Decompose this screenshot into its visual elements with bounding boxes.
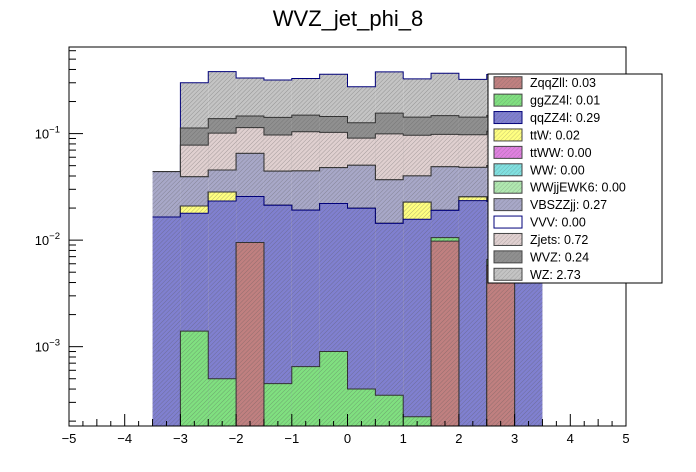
legend-swatch-hatch <box>494 128 522 141</box>
x-tick-label: −1 <box>284 431 299 446</box>
bar-hatch-ZqqZll-10 <box>431 241 459 426</box>
bar-hatch-ggZZ4l-6 <box>319 351 348 426</box>
outline-WZ <box>152 71 543 173</box>
bar-hatch-ggZZ4l-7 <box>347 389 376 426</box>
x-tick-label: 2 <box>455 431 462 446</box>
x-tick-label: 0 <box>344 431 351 446</box>
legend-swatch-hatch <box>494 268 522 281</box>
bar-hatch-qqZZ4l-0 <box>152 216 181 426</box>
legend-item-ggZZ4l: ggZZ4l: 0.01 <box>493 93 600 108</box>
legend: ZqqZll: 0.03 ggZZ4l: 0.01 qqZZ4l: 0.29 ttW:… <box>487 73 663 284</box>
outline-WVZ <box>152 112 543 173</box>
y-axis: 10−3 10−2 10−1 <box>35 50 83 422</box>
legend-label: WWjjEWK6: 0.00 <box>530 181 626 195</box>
legend-label: ZqqZll: 0.03 <box>530 76 596 90</box>
legend-swatch-hatch <box>494 250 522 263</box>
legend-swatch-hatch <box>494 76 522 89</box>
legend-label: qqZZ4l: 0.29 <box>530 111 600 125</box>
legend-item-ttW: ttW: 0.02 <box>493 128 580 142</box>
histogram-bars <box>152 71 543 426</box>
bar-hatch-ggZZ4l-4 <box>263 383 292 426</box>
y-tick-label: 10−2 <box>35 231 60 248</box>
bar-hatch-ggZZ4l-1 <box>180 331 209 426</box>
legend-swatch <box>493 215 523 229</box>
legend-box <box>487 73 663 284</box>
legend-item-qqZZ4l: qqZZ4l: 0.29 <box>493 111 600 125</box>
legend-label: Zjets: 0.72 <box>530 233 588 247</box>
bar-hatch-qqZZ4l-8 <box>375 223 404 426</box>
outline-Zjets <box>152 127 543 173</box>
bar-hatch-qqZZ4l-11 <box>458 200 487 426</box>
bar-hatch-qqZZ4l-9 <box>403 219 432 426</box>
legend-label: VVV: 0.00 <box>530 216 586 230</box>
legend-item-Zjets: Zjets: 0.72 <box>493 232 588 247</box>
x-tick-label: 1 <box>400 431 407 446</box>
legend-label: ttWW: 0.00 <box>530 146 592 160</box>
x-tick-label: −4 <box>117 431 132 446</box>
outline-ZqqZll <box>235 240 516 426</box>
y-tick-label: 10−3 <box>35 338 60 355</box>
x-tick-label: −5 <box>62 431 77 446</box>
legend-label: ggZZ4l: 0.01 <box>530 94 600 108</box>
x-tick-label: 5 <box>622 431 629 446</box>
legend-label: WZ: 2.73 <box>530 268 581 282</box>
outline-ggZZ4l <box>179 237 516 426</box>
bar-hatch-ZqqZll-12 <box>486 265 515 426</box>
x-tick-label: −3 <box>173 431 188 446</box>
legend-item-VVV: VVV: 0.00 <box>493 215 586 230</box>
x-tick-label: −2 <box>229 431 244 446</box>
x-tick-label: 4 <box>567 431 574 446</box>
legend-label: ttW: 0.02 <box>530 128 580 142</box>
legend-label: VBSZZjj: 0.27 <box>530 198 607 212</box>
outline-qqZZ4l <box>152 195 543 224</box>
chart-title: WVZ_jet_phi_8 <box>273 6 423 31</box>
legend-item-VBSZZjj: VBSZZjj: 0.27 <box>493 198 607 212</box>
legend-item-ZqqZll: ZqqZll: 0.03 <box>493 76 596 90</box>
x-axis: −5 −4 −3 −2 −1 0 1 2 3 4 5 <box>62 414 630 446</box>
bar-hatch-ggZZ4l-8 <box>375 395 404 426</box>
legend-item-WZ: WZ: 2.73 <box>493 267 581 282</box>
legend-swatch-hatch <box>494 181 522 194</box>
legend-item-ttWW: ttWW: 0.00 <box>493 145 592 160</box>
legend-item-WW: WW: 0.00 <box>493 163 585 177</box>
series-ZqqZll <box>235 240 516 426</box>
legend-item-WVZ: WVZ: 0.24 <box>493 250 589 264</box>
outline-VBSZZjj <box>152 152 543 181</box>
legend-label: WVZ: 0.24 <box>530 250 589 264</box>
legend-swatch-hatch <box>494 163 522 176</box>
bar-hatch-ggZZ4l-2 <box>208 378 237 426</box>
legend-item-WWjjEWK6: WWjjEWK6: 0.00 <box>493 180 626 195</box>
legend-swatch-hatch <box>494 111 522 124</box>
legend-swatch-hatch <box>494 198 522 211</box>
legend-swatch-hatch <box>494 146 522 159</box>
legend-label: WW: 0.00 <box>530 163 585 177</box>
x-tick-label: 3 <box>511 431 518 446</box>
legend-swatch-hatch <box>494 94 522 107</box>
y-tick-label: 10−1 <box>35 125 60 142</box>
bar-hatch-ggZZ4l-5 <box>291 366 320 426</box>
bar-hatch-ZqqZll-3 <box>236 242 264 426</box>
legend-swatch-hatch <box>494 233 522 246</box>
